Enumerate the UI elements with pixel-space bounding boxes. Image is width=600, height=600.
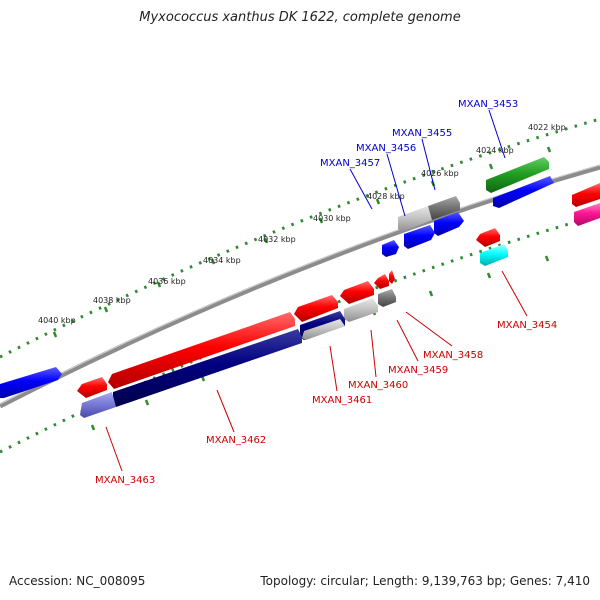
gene-feature-mxan-3460[interactable] [344, 298, 378, 322]
gene-feature-red-long[interactable] [294, 295, 338, 322]
gene-feature-mxan-3454-cyan[interactable] [480, 244, 508, 266]
gene-feature-mxan-3456[interactable] [404, 225, 435, 249]
gene-label-mxan-3453[interactable]: MXAN_3453 [458, 99, 518, 110]
gene-feature-blue-left[interactable] [0, 367, 62, 398]
connector-mxan-3456 [386, 153, 406, 217]
gene-feature-mxan-3458[interactable] [389, 270, 395, 284]
connector-mxan-3460 [370, 329, 377, 378]
gene-feature-red-edge[interactable] [572, 183, 600, 207]
gene-label-mxan-3456[interactable]: MXAN_3456 [356, 143, 416, 154]
gene-label-mxan-3457[interactable]: MXAN_3457 [320, 158, 380, 169]
gene-feature-mxan-3455[interactable] [434, 212, 464, 236]
connector-mxan-3458 [405, 311, 453, 347]
gene-label-mxan-3461[interactable]: MXAN_3461 [312, 395, 372, 406]
gene-label-mxan-3455[interactable]: MXAN_3455 [392, 128, 452, 139]
ruler-label: 4034 kbp [203, 256, 241, 265]
ruler-label: 4024 kbp [476, 146, 514, 155]
genes-text: Genes: 7,410 [509, 574, 590, 588]
ruler-label: 4036 kbp [148, 277, 186, 286]
gene-feature-mxan-3453[interactable] [493, 176, 554, 208]
accession-text: Accession: NC_008095 [9, 574, 146, 588]
length-text: Length: 9,139,763 bp [372, 574, 502, 588]
connector-mxan-3459 [396, 319, 419, 362]
connector-mxan-3457 [349, 168, 373, 210]
gene-label-mxan-3460[interactable]: MXAN_3460 [348, 380, 408, 391]
gene-feature-mxan-3454-red[interactable] [476, 228, 500, 247]
gene-feature-red-mid[interactable] [340, 281, 374, 304]
ruler-label: 4028 kbp [367, 192, 405, 201]
page-title: Myxococcus xanthus DK 1622, complete gen… [139, 10, 461, 25]
gene-label-mxan-3458[interactable]: MXAN_3458 [423, 350, 483, 361]
connector-mxan-3462 [216, 389, 235, 433]
gene-feature-gray[interactable] [428, 196, 460, 220]
ruler-label: 4040 kbp [38, 316, 76, 325]
gene-feature-mxan-3458b[interactable] [374, 274, 389, 289]
gene-feature-red-huge[interactable] [108, 312, 295, 389]
gene-feature-mxan-3463[interactable] [80, 392, 116, 418]
genome-summary: Topology: circular; Length: 9,139,763 bp… [260, 574, 590, 588]
gene-feature-green[interactable] [486, 157, 549, 193]
gene-feature-mxan-3461-fade[interactable] [302, 319, 345, 340]
connector-mxan-3453 [488, 109, 506, 159]
gene-feature-red-small-left[interactable] [77, 377, 107, 398]
gene-label-mxan-3462[interactable]: MXAN_3462 [206, 435, 266, 446]
gene-feature-mxan-3462[interactable] [113, 329, 302, 407]
ruler-label: 4022 kbp [528, 123, 566, 132]
gene-feature-mxan-3459[interactable] [378, 289, 396, 307]
gene-label-mxan-3459[interactable]: MXAN_3459 [388, 365, 448, 376]
gene-label-mxan-3454[interactable]: MXAN_3454 [497, 320, 557, 331]
ruler-label: 4030 kbp [313, 214, 351, 223]
connector-mxan-3454 [501, 270, 528, 317]
gene-feature-mxan-3457[interactable] [382, 240, 399, 257]
topology-text: Topology: circular [260, 574, 365, 588]
ruler-label: 4026 kbp [421, 169, 459, 178]
connector-mxan-3463 [105, 426, 123, 472]
connector-mxan-3461 [329, 345, 338, 392]
ruler-label: 4038 kbp [93, 296, 131, 305]
connector-mxan-3455 [421, 138, 436, 191]
gene-feature-lightgray[interactable] [398, 206, 432, 232]
gene-feature-pink[interactable] [574, 203, 600, 226]
ruler-label: 4032 kbp [258, 235, 296, 244]
gene-label-mxan-3463[interactable]: MXAN_3463 [95, 475, 155, 486]
